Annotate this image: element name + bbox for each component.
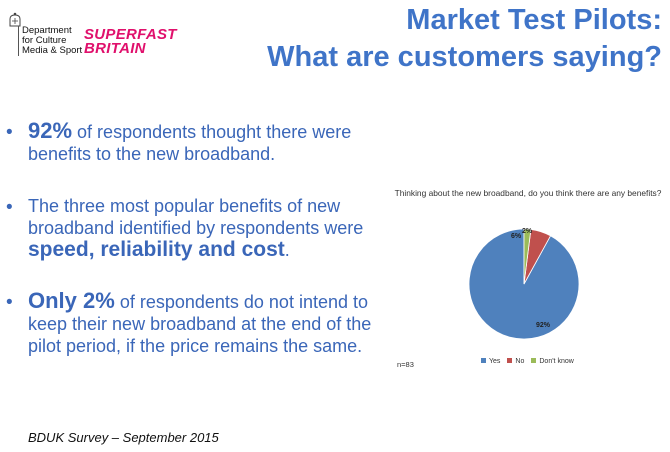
legend-swatch: [481, 358, 486, 363]
bullet-text: The three most popular benefits of new b…: [28, 195, 383, 261]
brand-line-1: SUPERFAST: [84, 26, 177, 43]
bullet-marker: •: [6, 197, 13, 218]
sample-size-note: n=83: [397, 360, 414, 369]
bullet-marker: •: [6, 292, 13, 313]
legend-swatch: [507, 358, 513, 363]
benefits-pie-chart: Thinking about the new broadband, do you…: [393, 182, 663, 382]
superfast-britain-logo: SUPERFAST BRITAIN: [84, 26, 194, 57]
dept-line-1: Department: [22, 25, 72, 36]
bullet-emphasis: Only 2%: [28, 288, 115, 313]
pie-slice-don-t-know: [523, 228, 532, 285]
brand-line-2: BRITAIN: [84, 40, 146, 57]
dcms-logo: Department for Culture Media & Sport SUP…: [8, 12, 188, 64]
chart-title: Thinking about the new broadband, do you…: [394, 188, 662, 198]
page-title: Market Test Pilots: What are customers s…: [267, 2, 662, 76]
bullet-body: of respondents do not intend to keep the…: [28, 292, 372, 356]
title-line-1: Market Test Pilots:: [406, 4, 662, 36]
bullet-emphasis: 92%: [28, 118, 73, 143]
dept-line-3: Media & Sport: [22, 45, 83, 56]
source-footer: BDUK Survey – September 2015: [28, 430, 219, 445]
legend-label: No: [515, 358, 525, 365]
chart-legend: Yes No Don't know: [481, 358, 581, 365]
bullet-text: Only 2% of respondents do not intend to …: [28, 290, 383, 357]
data-label: 92%: [536, 322, 551, 329]
bullet-emphasis: speed, reliability and cost: [28, 238, 285, 261]
pie-chart-svg: 92% 6%2%: [468, 228, 580, 340]
department-name: Department for Culture Media & Sport: [18, 26, 84, 56]
royal-crest-icon: [9, 12, 21, 27]
bullet-body: of respondents thought there were benefi…: [28, 122, 352, 164]
data-label: 2%: [522, 228, 533, 235]
bullet-suffix: .: [284, 240, 290, 260]
legend-item: Yes: [481, 358, 500, 365]
legend-item: Don't know: [531, 358, 574, 365]
legend-swatch: [531, 358, 537, 363]
title-line-2: What are customers saying?: [267, 41, 662, 73]
legend-label: Don't know: [539, 358, 574, 365]
legend-label: Yes: [489, 358, 501, 365]
legend-item: No: [507, 358, 524, 365]
bullet-body: The three most popular benefits of new b…: [28, 196, 364, 238]
bullet-text: 92% of respondents thought there were be…: [28, 120, 383, 165]
dept-line-2: for Culture: [22, 35, 67, 46]
bullet-marker: •: [6, 122, 13, 143]
data-label: 6%: [511, 233, 522, 240]
